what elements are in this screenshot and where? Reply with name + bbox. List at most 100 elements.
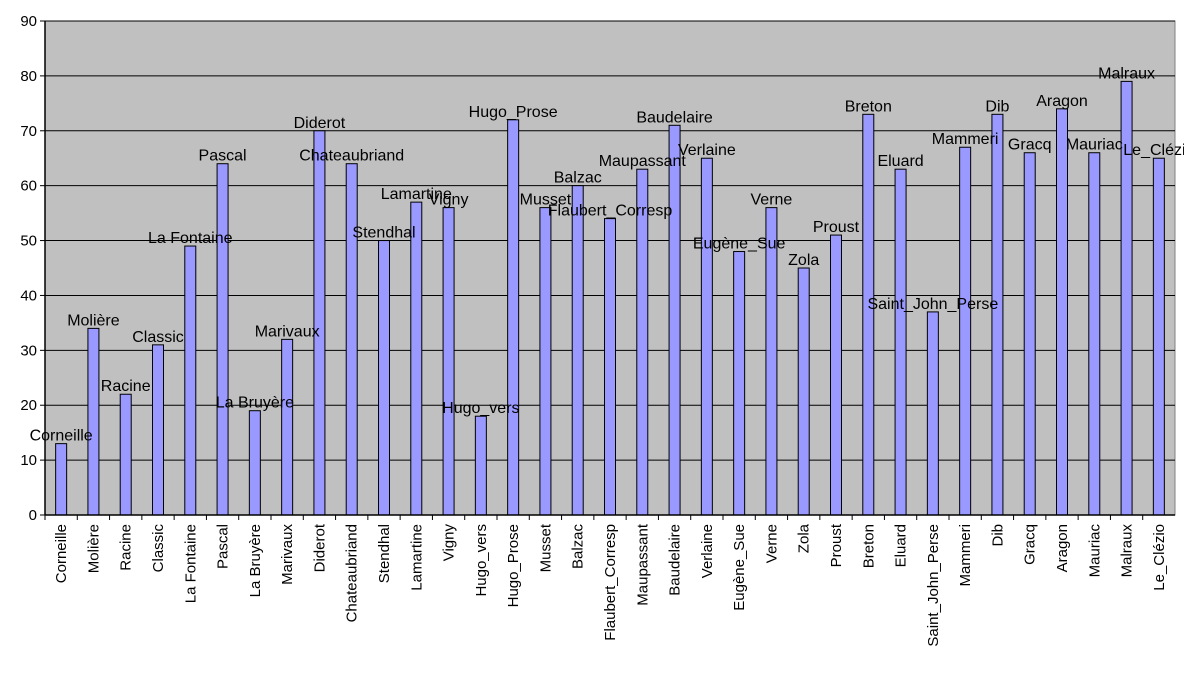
y-tick-label: 20 [20,397,37,414]
bar-data-label: Mauriac [1066,137,1123,154]
bar [119,393,132,516]
x-category-label: Lamartine [408,524,425,591]
x-category-label: Molière [85,524,102,573]
bar-data-label: Zola [788,252,819,269]
bar [700,157,713,516]
bar [248,410,261,516]
x-category-label: Aragon [1054,524,1071,572]
bar [926,311,939,516]
bar [345,163,358,516]
x-category-label: Pascal [215,524,232,569]
y-axis-tick-labels: 0 10 20 30 40 50 60 70 80 90 [20,13,37,524]
x-category-label: Eluard [893,524,910,567]
y-tick-label: 0 [29,507,37,524]
bar-data-label: Hugo_Prose [469,104,558,121]
y-tick-label: 50 [20,233,37,250]
bar-data-label: Chateaubriand [299,148,404,165]
bar-data-label: Verne [751,192,793,209]
bar-data-label: Stendhal [352,225,415,242]
bar [1088,152,1101,516]
bar-data-label: Maupassant [599,153,687,170]
bar [442,207,455,516]
x-category-label: Breton [860,524,877,568]
bar [571,185,584,516]
bar-series [55,80,1165,516]
bar [1023,152,1036,516]
x-category-label: Hugo_vers [473,524,490,597]
bar [959,146,972,516]
x-category-label: Baudelaire [667,524,684,596]
bar-data-label: Lamartine [381,186,452,203]
x-category-label: Le_Clézio [1151,524,1168,591]
x-category-label: Diderot [311,523,328,572]
bar [281,338,294,516]
y-tick-label: 40 [20,287,37,304]
x-category-label: Verne [763,524,780,563]
x-category-label: La Fontaine [182,524,199,603]
x-category-label: Vigny [441,524,458,562]
y-tick-label: 70 [20,123,37,140]
bar [152,344,164,516]
bar-data-label: Aragon [1036,93,1088,110]
x-category-label: Proust [828,523,845,567]
x-category-label: Classic [150,524,167,573]
bar [378,240,390,516]
bar-data-label: Malraux [1098,65,1155,82]
bar [216,163,229,516]
bar-data-label: Molière [67,312,120,329]
y-tick-label: 10 [20,452,37,469]
bar-data-label: Eugène_Sue [693,236,786,253]
bar-data-label: Mammeri [932,131,999,148]
bar [507,119,520,516]
bar [894,168,907,516]
bar [604,218,616,516]
x-category-label: Maupassant [634,523,651,606]
x-category-label: Mauriac [1086,524,1103,578]
bar-data-label: Le_Clézio [1123,142,1184,159]
x-category-label: Zola [796,523,813,553]
bar [410,201,423,516]
bar-data-label: Breton [845,98,892,115]
bar [539,207,552,516]
bar-data-label: Baudelaire [636,109,713,126]
bar-data-label: Gracq [1008,137,1052,154]
bar [474,415,487,516]
bar-data-label: Balzac [554,170,602,187]
bar-data-label: La Fontaine [148,230,233,247]
bar [991,113,1004,516]
x-category-label: Balzac [570,524,587,570]
bar-data-label: Verlaine [678,142,736,159]
bar [668,124,681,516]
y-tick-label: 90 [20,13,37,30]
bar [184,245,197,516]
bar [87,327,100,516]
bar-data-label: Classic [132,329,184,346]
bar-data-label: Corneille [30,428,93,445]
x-category-label: Stendhal [376,524,393,583]
x-category-label: Saint_John_Perse [925,524,942,647]
bar-data-label: Dib [985,98,1009,115]
x-category-label: Chateaubriand [344,524,361,622]
bar-data-label: Marivaux [255,323,320,340]
x-category-label: Corneille [53,524,70,583]
bar-data-label: Flaubert_Corresp [548,203,673,220]
x-category-label: Marivaux [279,524,296,585]
y-tick-label: 60 [20,178,37,195]
x-axis-category-labels: Corneille Molière Racine Classic La Fontaine… [44,515,1168,647]
bar [55,443,68,516]
bar-data-label: Proust [813,219,860,236]
bar-data-label: Musset [520,192,572,209]
bar-data-label: Diderot [294,115,346,132]
bar [862,113,875,516]
bar [830,234,842,516]
x-category-label: Hugo_Prose [505,524,522,607]
y-tick-label: 80 [20,68,37,85]
x-category-label: La Bruyère [247,524,264,597]
x-category-label: Gracq [1022,524,1039,565]
bar-data-label: Racine [101,378,151,395]
x-category-label: Malraux [1119,524,1136,578]
x-category-label: Flaubert_Corresp [602,524,619,641]
bar [765,207,778,516]
bar [636,168,649,516]
x-category-label: Eugène_Sue [731,524,748,611]
